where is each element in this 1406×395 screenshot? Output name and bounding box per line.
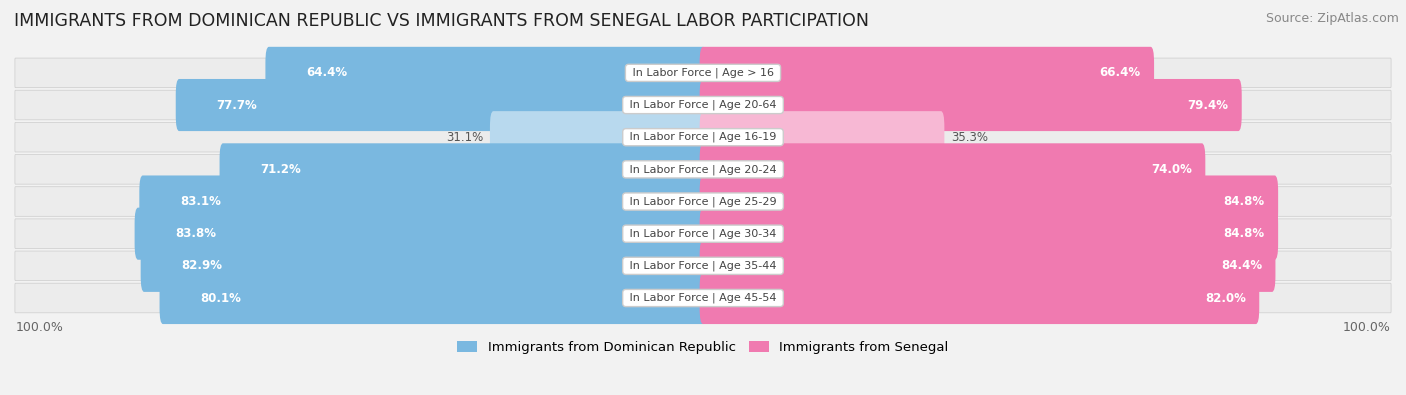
Text: In Labor Force | Age 20-64: In Labor Force | Age 20-64 [626, 100, 780, 110]
Text: 83.8%: 83.8% [176, 227, 217, 240]
Text: In Labor Force | Age 20-24: In Labor Force | Age 20-24 [626, 164, 780, 175]
FancyBboxPatch shape [159, 272, 706, 324]
FancyBboxPatch shape [15, 283, 1391, 313]
Legend: Immigrants from Dominican Republic, Immigrants from Senegal: Immigrants from Dominican Republic, Immi… [453, 335, 953, 359]
Text: In Labor Force | Age > 16: In Labor Force | Age > 16 [628, 68, 778, 78]
Text: 82.0%: 82.0% [1205, 292, 1246, 305]
Text: In Labor Force | Age 30-34: In Labor Force | Age 30-34 [626, 228, 780, 239]
FancyBboxPatch shape [700, 175, 1278, 228]
Text: 80.1%: 80.1% [200, 292, 240, 305]
FancyBboxPatch shape [700, 272, 1260, 324]
Text: In Labor Force | Age 25-29: In Labor Force | Age 25-29 [626, 196, 780, 207]
FancyBboxPatch shape [141, 240, 706, 292]
FancyBboxPatch shape [700, 143, 1205, 196]
FancyBboxPatch shape [700, 208, 1278, 260]
Text: 31.1%: 31.1% [446, 131, 484, 144]
Text: 84.4%: 84.4% [1220, 260, 1263, 272]
Text: 71.2%: 71.2% [260, 163, 301, 176]
Text: 83.1%: 83.1% [180, 195, 221, 208]
Text: 66.4%: 66.4% [1099, 66, 1140, 79]
FancyBboxPatch shape [139, 175, 706, 228]
Text: 64.4%: 64.4% [307, 66, 347, 79]
FancyBboxPatch shape [15, 251, 1391, 280]
Text: In Labor Force | Age 16-19: In Labor Force | Age 16-19 [626, 132, 780, 143]
Text: IMMIGRANTS FROM DOMINICAN REPUBLIC VS IMMIGRANTS FROM SENEGAL LABOR PARTICIPATIO: IMMIGRANTS FROM DOMINICAN REPUBLIC VS IM… [14, 12, 869, 30]
Text: 74.0%: 74.0% [1152, 163, 1192, 176]
FancyBboxPatch shape [700, 47, 1154, 99]
FancyBboxPatch shape [15, 90, 1391, 120]
FancyBboxPatch shape [15, 154, 1391, 184]
Text: 84.8%: 84.8% [1223, 195, 1264, 208]
Text: 35.3%: 35.3% [950, 131, 988, 144]
Text: In Labor Force | Age 35-44: In Labor Force | Age 35-44 [626, 261, 780, 271]
FancyBboxPatch shape [219, 143, 706, 196]
FancyBboxPatch shape [176, 79, 706, 131]
FancyBboxPatch shape [489, 111, 706, 163]
Text: In Labor Force | Age 45-54: In Labor Force | Age 45-54 [626, 293, 780, 303]
FancyBboxPatch shape [15, 122, 1391, 152]
Text: 82.9%: 82.9% [181, 260, 222, 272]
Text: 84.8%: 84.8% [1223, 227, 1264, 240]
FancyBboxPatch shape [266, 47, 706, 99]
FancyBboxPatch shape [700, 79, 1241, 131]
Text: 100.0%: 100.0% [15, 321, 63, 334]
Text: 100.0%: 100.0% [1343, 321, 1391, 334]
FancyBboxPatch shape [15, 58, 1391, 88]
Text: 77.7%: 77.7% [217, 98, 257, 111]
Text: Source: ZipAtlas.com: Source: ZipAtlas.com [1265, 12, 1399, 25]
FancyBboxPatch shape [15, 219, 1391, 248]
FancyBboxPatch shape [700, 240, 1275, 292]
FancyBboxPatch shape [135, 208, 706, 260]
FancyBboxPatch shape [15, 187, 1391, 216]
Text: 79.4%: 79.4% [1187, 98, 1229, 111]
FancyBboxPatch shape [700, 111, 945, 163]
